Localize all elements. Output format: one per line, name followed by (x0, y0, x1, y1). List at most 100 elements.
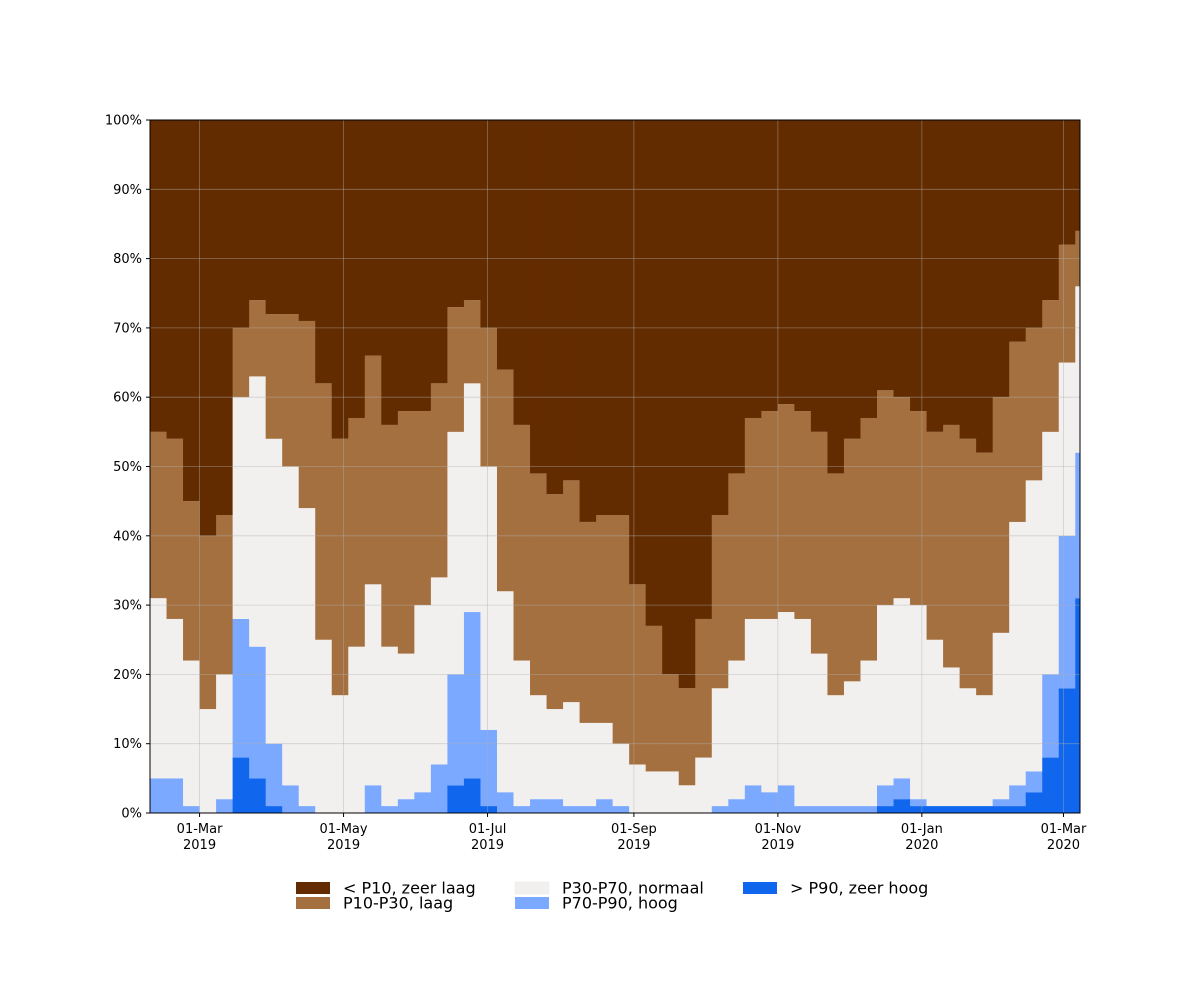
area-segment (183, 501, 200, 661)
area-segment (546, 799, 564, 813)
area-segment (943, 667, 961, 807)
area-segment (480, 120, 498, 328)
area-segment (1042, 431, 1060, 675)
area-segment (150, 120, 167, 432)
area-segment (530, 120, 547, 474)
area-segment (1009, 341, 1027, 522)
area-segment (463, 120, 481, 301)
area-segment (463, 383, 481, 613)
area-segment (877, 390, 894, 606)
area-segment (728, 473, 746, 661)
legend-swatch (296, 897, 330, 909)
area-segment (298, 806, 316, 813)
area-segment (232, 120, 250, 328)
area-segment (877, 785, 894, 807)
area-segment (1058, 535, 1076, 689)
area-segment (282, 466, 300, 786)
area-segment (992, 806, 1010, 813)
area-segment (926, 806, 944, 813)
area-segment (893, 397, 911, 599)
legend-label: P10-P30, laag (343, 894, 453, 913)
area-segment (463, 612, 481, 779)
area-segment (794, 806, 812, 813)
area-segment (711, 120, 729, 516)
y-tick-label: 20% (113, 668, 142, 683)
area-segment (877, 605, 894, 786)
area-segment (447, 431, 465, 675)
area-segment (1042, 757, 1060, 813)
area-segment (860, 120, 878, 418)
area-segment (744, 618, 762, 786)
area-segment (976, 120, 994, 453)
area-segment (249, 300, 267, 377)
area-segment (166, 618, 184, 779)
area-segment (761, 792, 779, 813)
area-segment (216, 799, 234, 813)
area-segment (1025, 120, 1043, 328)
area-segment (695, 757, 713, 813)
area-segment (711, 688, 729, 807)
area-segment (1042, 120, 1060, 301)
area-segment (579, 521, 597, 723)
area-segment (513, 424, 531, 661)
area-segment (216, 515, 234, 675)
area-segment (1058, 244, 1076, 363)
area-segment (827, 473, 845, 696)
area-segment (893, 598, 911, 779)
area-segment (331, 438, 349, 696)
area-segment (629, 764, 647, 813)
area-segment (777, 404, 795, 613)
area-segment (381, 120, 399, 425)
area-segment (810, 653, 828, 807)
area-segment (265, 806, 283, 813)
area-segment (183, 660, 200, 807)
area-segment (364, 120, 382, 356)
area-segment (976, 695, 994, 807)
legend-label: P70-P90, hoog (562, 894, 678, 913)
area-segment (1075, 286, 1081, 453)
area-segment (1042, 300, 1060, 432)
area-segment (348, 417, 366, 647)
area-segment (216, 674, 234, 800)
area-segment (959, 438, 977, 689)
y-tick-label: 10% (113, 737, 142, 752)
area-segment (480, 466, 498, 730)
area-segment (282, 785, 300, 813)
area-segment (744, 785, 762, 813)
area-segment (216, 120, 234, 516)
area-segment (893, 778, 911, 800)
area-segment (777, 785, 795, 813)
area-segment (150, 598, 167, 779)
area-segment (943, 806, 961, 813)
area-segment (166, 778, 184, 813)
area-segment (447, 674, 465, 786)
area-segment (199, 535, 217, 710)
area-segment (877, 120, 894, 391)
y-tick-label: 30% (113, 599, 142, 614)
area-segment (579, 722, 597, 807)
area-segment (150, 778, 167, 813)
area-segment (397, 120, 415, 412)
area-segment (282, 120, 300, 315)
area-segment (910, 806, 927, 813)
area-segment (596, 515, 614, 723)
y-tick-label: 70% (113, 321, 142, 336)
area-segment (282, 314, 300, 467)
area-segment (761, 120, 779, 412)
area-segment (678, 688, 696, 786)
area-segment (232, 397, 250, 619)
area-segment (348, 646, 366, 813)
area-segment (563, 480, 580, 703)
area-segment (1058, 120, 1076, 245)
legend-swatch (743, 882, 777, 894)
area-segment (348, 120, 366, 418)
area-segment (563, 806, 580, 813)
area-segment (910, 120, 927, 412)
area-segment (463, 778, 481, 813)
y-tick-label: 90% (113, 183, 142, 198)
area-segment (315, 120, 333, 384)
area-segment (860, 806, 878, 813)
area-segment (166, 120, 184, 439)
area-segment (249, 646, 267, 779)
